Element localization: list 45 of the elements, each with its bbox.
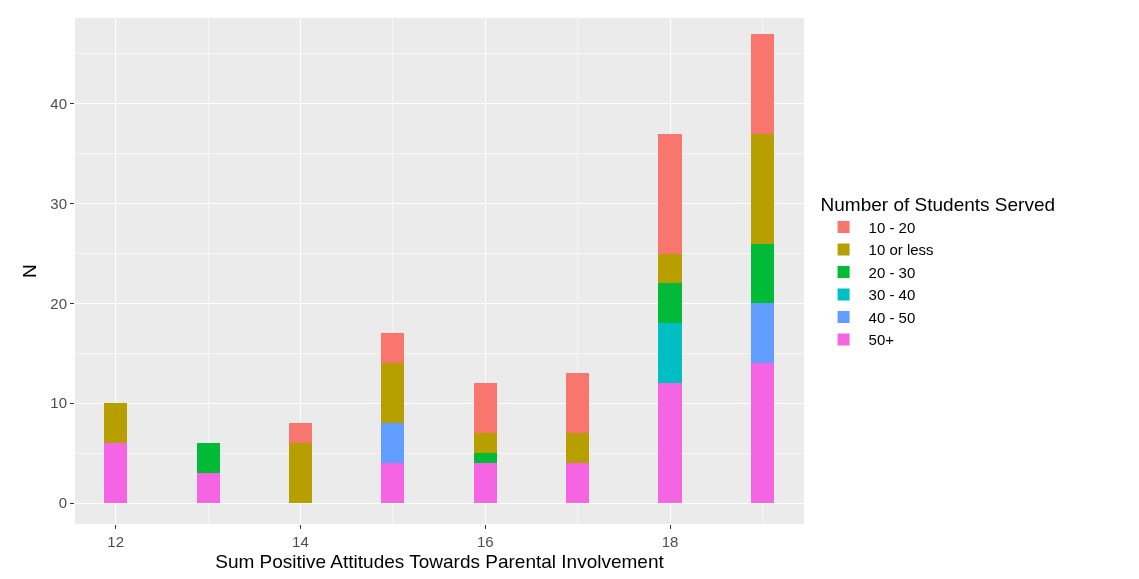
bar (750, 243, 774, 304)
bar (473, 433, 497, 454)
bar (750, 363, 774, 504)
y-tick-label: 30 (50, 194, 67, 212)
x-tick-label: 14 (292, 533, 309, 550)
bar (750, 33, 774, 134)
bar (104, 443, 128, 504)
bar (196, 443, 220, 474)
bar (381, 363, 405, 424)
bar (473, 453, 497, 464)
legend-label: 40 - 50 (868, 308, 916, 326)
bar (381, 333, 405, 364)
bar (566, 433, 590, 464)
bar (750, 303, 774, 364)
x-axis-title: Sum Positive Attitudes Towards Parental Involvement (215, 550, 665, 572)
x-tick-label: 12 (107, 533, 124, 550)
bar (196, 473, 220, 504)
legend-label: 50+ (868, 331, 895, 349)
y-tick-label: 10 (50, 394, 67, 412)
bar (104, 403, 128, 444)
bar (288, 423, 312, 444)
legend-title: Number of Students Served (820, 193, 1056, 215)
y-tick-label: 40 (50, 95, 67, 113)
bar (381, 423, 405, 464)
bar (473, 383, 497, 434)
bar (750, 133, 774, 244)
bar (658, 283, 682, 324)
bar (658, 323, 682, 384)
y-axis-title: N (19, 264, 41, 278)
legend-label: 30 - 40 (868, 286, 916, 304)
y-tick-label: 20 (50, 294, 67, 312)
bar (288, 443, 312, 504)
x-tick-label: 18 (661, 533, 679, 550)
bar (658, 133, 682, 254)
bar (658, 383, 682, 504)
legend-label: 20 - 30 (868, 263, 916, 281)
bar (473, 463, 497, 504)
y-tick-label: 0 (58, 494, 67, 512)
bar (566, 373, 590, 434)
legend-label: 10 or less (868, 241, 934, 259)
bar (381, 463, 405, 504)
x-tick-label: 16 (476, 533, 494, 550)
bar (566, 463, 590, 504)
legend-label: 10 - 20 (868, 218, 916, 236)
bar (658, 253, 682, 284)
